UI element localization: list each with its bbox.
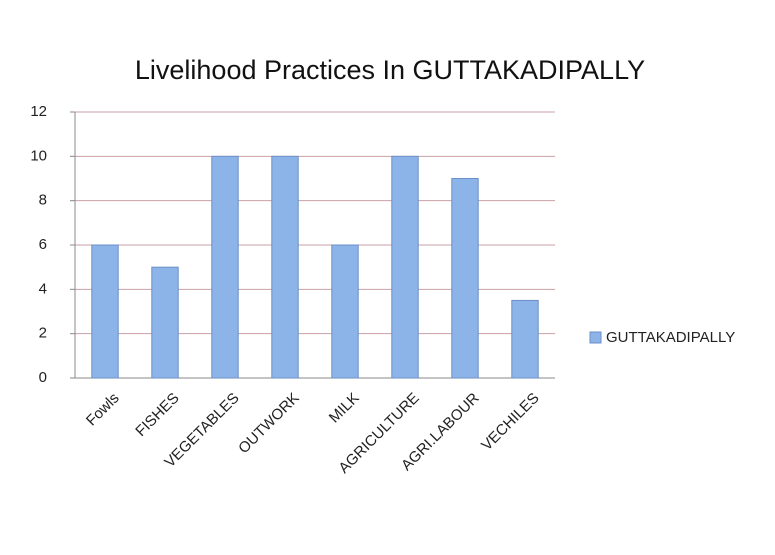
y-tick-label: 8 [39, 192, 47, 209]
x-tick-label: OUTWORK [235, 390, 302, 457]
bar [451, 178, 479, 379]
y-tick-label: 6 [39, 236, 47, 253]
bar [91, 244, 119, 379]
legend-swatch [589, 331, 602, 344]
x-tick-label: Fowls [83, 390, 123, 430]
bar [391, 155, 419, 379]
y-tick-label: 12 [30, 103, 47, 120]
bar [271, 155, 299, 379]
x-tick-label: MILK [326, 390, 363, 427]
y-tick-label: 10 [30, 147, 47, 164]
y-tick-label: 2 [39, 325, 47, 342]
x-tick-label: VECHILES [478, 390, 542, 454]
bar [211, 155, 239, 379]
x-tick-label: FISHES [132, 390, 182, 440]
bar [511, 299, 539, 379]
y-tick-label: 4 [39, 280, 47, 297]
bar [151, 266, 179, 379]
bar [331, 244, 359, 379]
chart-title: Livelihood Practices In GUTTAKADIPALLY [135, 55, 645, 85]
legend-label: GUTTAKADIPALLY [606, 329, 735, 346]
y-tick-label: 0 [39, 369, 47, 386]
